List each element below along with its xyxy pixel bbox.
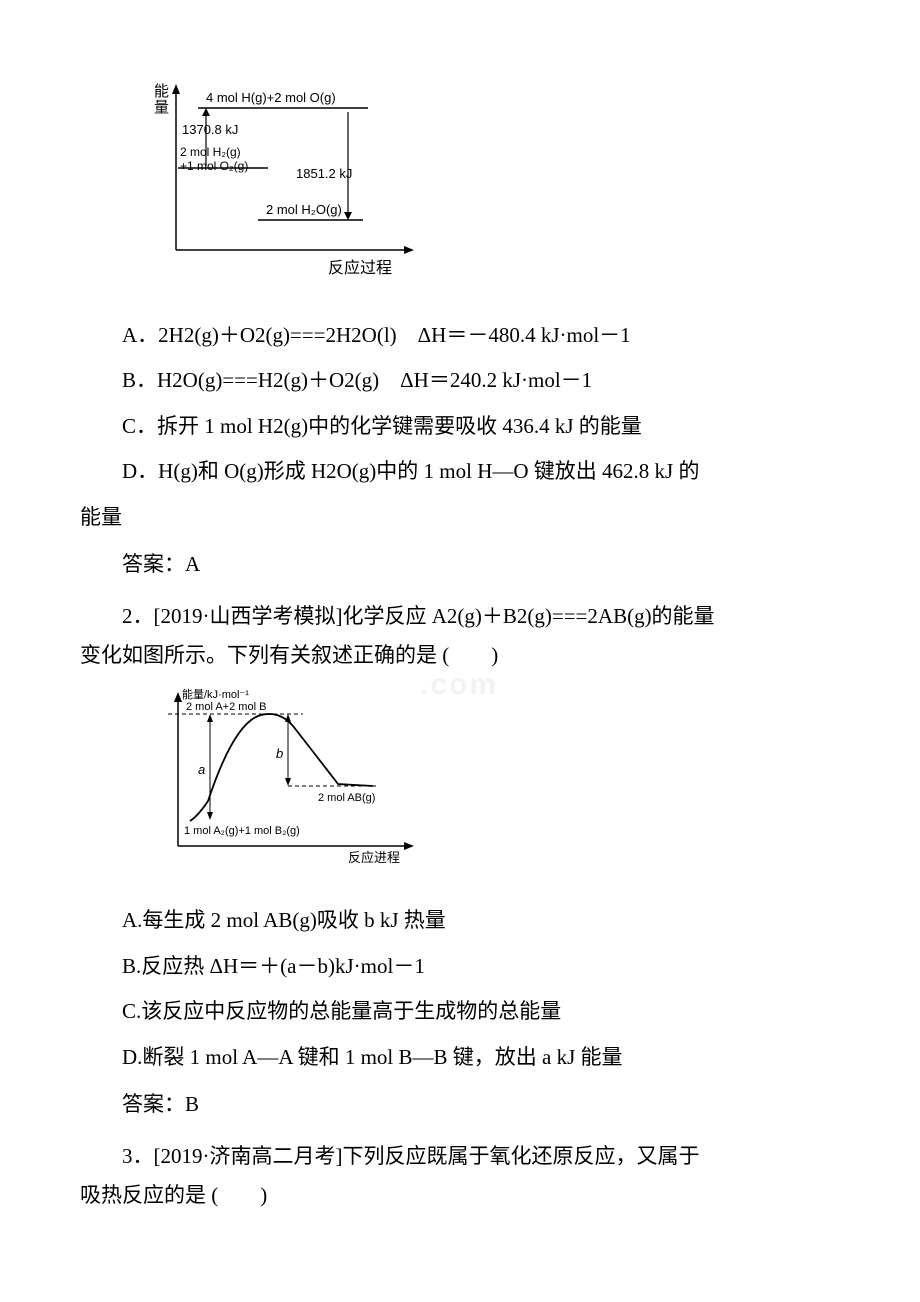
q2-optC-text: C.该反应中反应物的总能量高于生成物的总能量 — [122, 999, 561, 1023]
q1-option-c: C．拆开 1 mol H2(g)中的化学键需要吸收 436.4 kJ 的能量 — [80, 411, 840, 443]
q2-option-a: A.每生成 2 mol AB(g)吸收 b kJ 热量 — [80, 905, 840, 937]
q3-stem: 3．[2019·济南高二月考]下列反应既属于氧化还原反应，又属于 — [80, 1141, 840, 1173]
energy-diagram-2: 能量/kJ·mol⁻¹ 反应进程 2 mol A+2 mol B 2 mol A… — [148, 686, 840, 876]
d1-left-e: 1370.8 kJ — [182, 122, 238, 137]
q1-optA-text: A．2H2(g)＋O2(g)===2H2O(l) ΔH＝－480.4 kJ·mo… — [122, 323, 631, 347]
q2-stem-line1: 2．[2019·山西学考模拟]化学反应 A2(g)＋B2(g)===2AB(g)… — [122, 604, 715, 628]
q1-optD-cont-text: 能量 — [80, 505, 122, 529]
q2-option-c: C.该反应中反应物的总能量高于生成物的总能量 — [80, 996, 840, 1028]
d1-top: 4 mol H(g)+2 mol O(g) — [206, 90, 336, 105]
d1-mid1: 2 mol H₂(g) — [180, 145, 241, 159]
q1-option-d: D．H(g)和 O(g)形成 H2O(g)中的 1 mol H—O 键放出 46… — [80, 456, 840, 488]
q2-optA-text: A.每生成 2 mol AB(g)吸收 b kJ 热量 — [122, 908, 446, 932]
q3-stem-line1: 3．[2019·济南高二月考]下列反应既属于氧化还原反应，又属于 — [122, 1144, 699, 1168]
d2-xlabel: 反应进程 — [348, 850, 400, 865]
diagram2-svg: 能量/kJ·mol⁻¹ 反应进程 2 mol A+2 mol B 2 mol A… — [148, 686, 438, 866]
d2-top: 2 mol A+2 mol B — [186, 701, 266, 713]
d1-right-e: 1851.2 kJ — [296, 166, 352, 181]
q2-answer: 答案：B — [80, 1089, 840, 1121]
q1-option-b: B．H2O(g)===H2(g)＋O2(g) ΔH＝240.2 kJ·mol－1 — [80, 365, 840, 397]
d1-ylabel-2: 量 — [154, 100, 169, 116]
q2-optD-text: D.断裂 1 mol A—A 键和 1 mol B—B 键，放出 a kJ 能量 — [122, 1045, 623, 1069]
q3-stem-cont: 吸热反应的是 ( ) — [80, 1180, 840, 1212]
d2-b: b — [276, 746, 283, 761]
d2-a: a — [198, 762, 205, 777]
d1-bottom: 2 mol H₂O(g) — [266, 202, 342, 217]
q1-optD-text: D．H(g)和 O(g)形成 H2O(g)中的 1 mol H—O 键放出 46… — [122, 459, 699, 483]
energy-diagram-1: 能 量 反应过程 4 mol H(g)+2 mol O(g) 2 mol H₂(… — [148, 80, 840, 290]
d2-react: 1 mol A₂(g)+1 mol B₂(g) — [184, 825, 300, 837]
q1-answer-text: 答案：A — [122, 552, 200, 576]
q2-option-d: D.断裂 1 mol A—A 键和 1 mol B—B 键，放出 a kJ 能量 — [80, 1042, 840, 1074]
d2-prod: 2 mol AB(g) — [318, 792, 375, 804]
q3-stem-line2: 吸热反应的是 ( ) — [80, 1183, 267, 1207]
q2-stem-cont: .com 变化如图所示。下列有关叙述正确的是 ( ) — [80, 640, 840, 672]
q2-optB-text: B.反应热 ΔH＝＋(a－b)kJ·mol－1 — [122, 954, 425, 978]
d2-ylabel: 能量/kJ·mol⁻¹ — [182, 687, 249, 701]
d1-xlabel: 反应过程 — [328, 258, 392, 277]
q1-optC-text: C．拆开 1 mol H2(g)中的化学键需要吸收 436.4 kJ 的能量 — [122, 414, 642, 438]
q1-option-d-cont: 能量 — [80, 502, 840, 534]
q2-stem-line2: 变化如图所示。下列有关叙述正确的是 ( ) — [80, 643, 498, 667]
q1-optB-text: B．H2O(g)===H2(g)＋O2(g) ΔH＝240.2 kJ·mol－1 — [122, 368, 592, 392]
d1-ylabel-1: 能 — [154, 83, 169, 100]
q1-answer: 答案：A — [80, 549, 840, 581]
q2-answer-text: 答案：B — [122, 1092, 199, 1116]
diagram1-svg: 能 量 反应过程 4 mol H(g)+2 mol O(g) 2 mol H₂(… — [148, 80, 428, 280]
q2-stem: 2．[2019·山西学考模拟]化学反应 A2(g)＋B2(g)===2AB(g)… — [80, 601, 840, 633]
d1-mid2: +1 mol O₂(g) — [180, 159, 248, 173]
q2-option-b: B.反应热 ΔH＝＋(a－b)kJ·mol－1 — [80, 951, 840, 983]
q1-option-a: A．2H2(g)＋O2(g)===2H2O(l) ΔH＝－480.4 kJ·mo… — [80, 320, 840, 352]
